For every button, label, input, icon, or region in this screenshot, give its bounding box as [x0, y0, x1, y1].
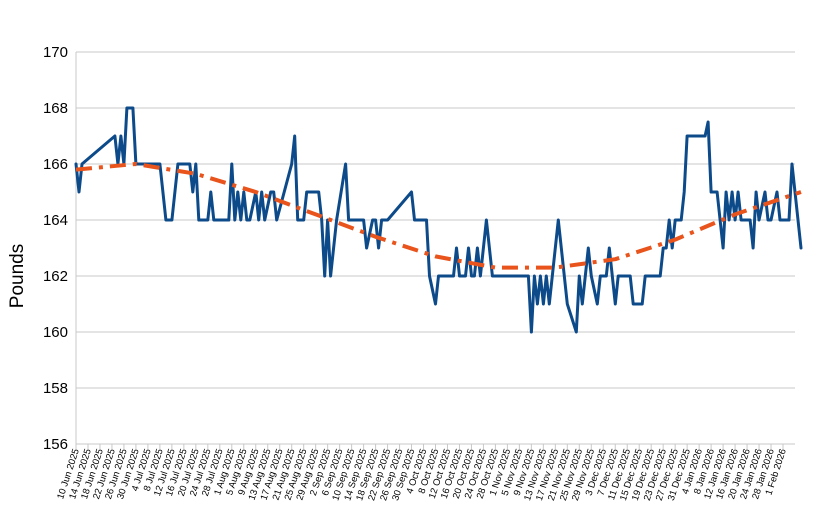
- y-tick-label: 162: [43, 268, 68, 285]
- y-tick-label: 166: [43, 156, 68, 173]
- y-tick-label: 168: [43, 100, 68, 117]
- y-axis-ticks: 156 158 160 162 164 166 168 170: [43, 44, 68, 453]
- series-group: [74, 106, 803, 334]
- y-tick-label: 158: [43, 380, 68, 397]
- y-tick-label: 170: [43, 44, 68, 61]
- y-tick-label: 164: [43, 212, 68, 229]
- gridlines: [75, 51, 795, 445]
- trend-line: [75, 162, 802, 270]
- y-axis-label: Pounds: [7, 244, 28, 308]
- y-tick-label: 156: [43, 436, 68, 453]
- y-tick-label: 160: [43, 324, 68, 341]
